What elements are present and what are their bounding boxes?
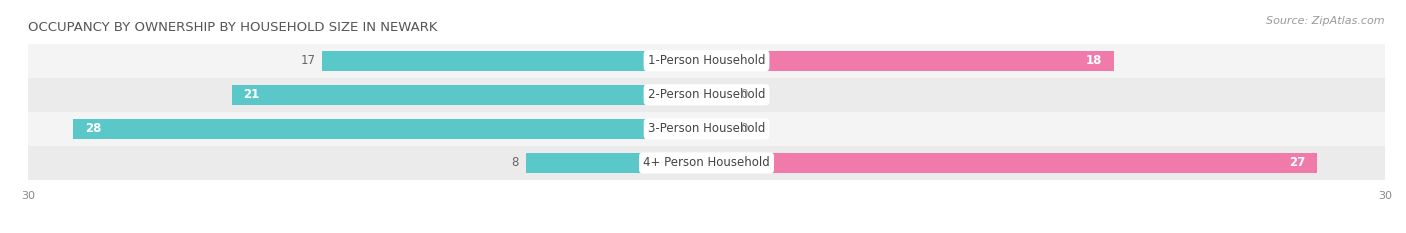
- Text: Source: ZipAtlas.com: Source: ZipAtlas.com: [1267, 16, 1385, 26]
- Bar: [707, 85, 730, 105]
- Bar: [322, 51, 707, 71]
- Bar: [28, 146, 1385, 180]
- Text: 21: 21: [243, 88, 259, 101]
- Text: 4+ Person Household: 4+ Person Household: [643, 157, 770, 169]
- Text: 8: 8: [512, 157, 519, 169]
- Text: 0: 0: [741, 88, 748, 101]
- Bar: [28, 78, 1385, 112]
- Text: 1-Person Household: 1-Person Household: [648, 54, 765, 67]
- Text: 2-Person Household: 2-Person Household: [648, 88, 765, 101]
- Text: 3-Person Household: 3-Person Household: [648, 122, 765, 135]
- Bar: [232, 85, 707, 105]
- Bar: [28, 44, 1385, 78]
- Text: 18: 18: [1085, 54, 1102, 67]
- Bar: [707, 153, 1317, 173]
- Text: 17: 17: [301, 54, 315, 67]
- Text: 0: 0: [741, 122, 748, 135]
- Text: OCCUPANCY BY OWNERSHIP BY HOUSEHOLD SIZE IN NEWARK: OCCUPANCY BY OWNERSHIP BY HOUSEHOLD SIZE…: [28, 21, 437, 34]
- Bar: [73, 119, 707, 139]
- Bar: [707, 51, 1114, 71]
- Bar: [28, 112, 1385, 146]
- Text: 28: 28: [84, 122, 101, 135]
- Text: 27: 27: [1289, 157, 1306, 169]
- Bar: [526, 153, 707, 173]
- Bar: [707, 119, 730, 139]
